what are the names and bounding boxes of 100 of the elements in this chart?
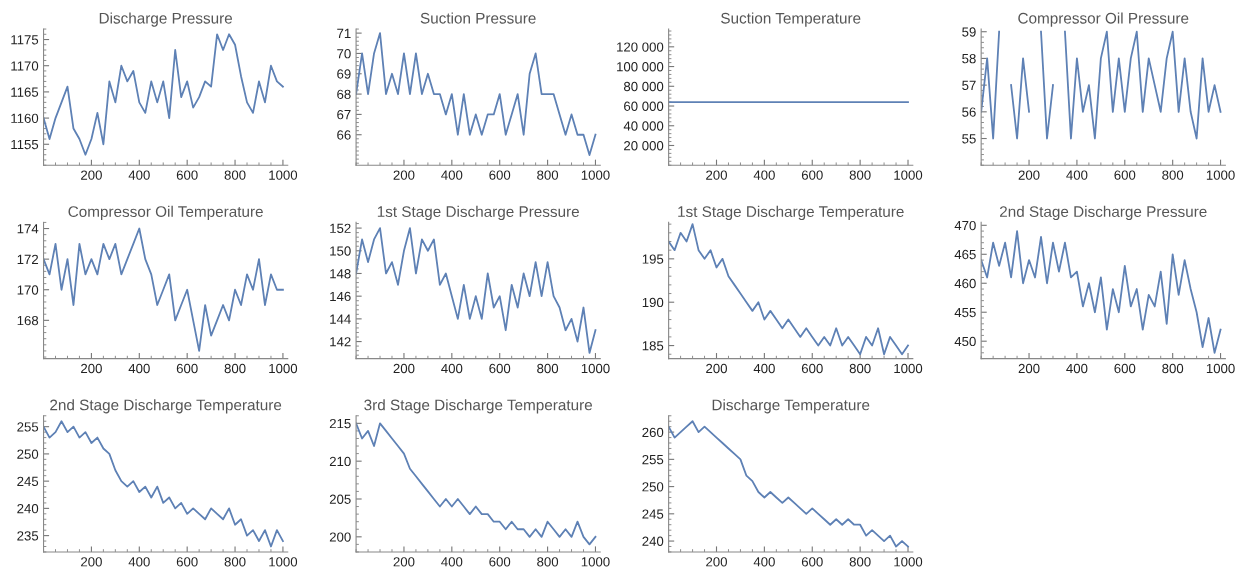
line-series [356, 32, 597, 156]
y-tick-label: 60 000 [624, 101, 664, 111]
y-tick-label: 205 [329, 494, 351, 504]
x-tick-label: 600 [801, 170, 823, 180]
x-tick-label: 200 [81, 557, 102, 567]
x-tick-label: 200 [81, 363, 102, 374]
y-tick-label: 57 [962, 80, 976, 91]
y-tick-label: 71 [337, 28, 351, 38]
y-tick-label: 240 [17, 503, 39, 514]
y-tick-label: 200 [329, 532, 351, 542]
chart-title: Discharge Temperature [712, 399, 870, 414]
line-series [668, 420, 909, 548]
y-tick-label: 240 [642, 536, 664, 546]
chart-title: Discharge Pressure [99, 12, 233, 27]
line-series [43, 227, 284, 352]
y-tick-label: 455 [954, 307, 976, 318]
y-tick-label: 465 [954, 249, 976, 260]
x-tick-label: 800 [1162, 363, 1184, 374]
y-tick-label: 250 [642, 482, 664, 492]
x-tick-label: 800 [849, 170, 871, 180]
x-tick-label: 600 [1114, 363, 1136, 374]
chart-title: Suction Temperature [721, 12, 861, 27]
x-tick-label: 200 [1018, 170, 1040, 180]
y-tick-label: 142 [330, 337, 351, 347]
y-tick-label: 460 [954, 278, 976, 289]
x-tick-label: 600 [801, 363, 823, 374]
x-tick-label: 200 [1018, 363, 1040, 374]
y-tick-label: 58 [962, 53, 976, 64]
x-tick-label: 200 [706, 170, 727, 180]
y-tick-label: 260 [642, 427, 664, 438]
chart-title: 2nd Stage Discharge Temperature [50, 399, 282, 414]
y-tick-label: 195 [642, 254, 664, 264]
y-tick-label: 255 [642, 454, 664, 465]
y-tick-label: 67 [337, 109, 351, 120]
x-tick-label: 600 [489, 170, 511, 180]
x-tick-label: 1000 [581, 363, 610, 374]
y-tick-label: 470 [954, 220, 976, 231]
y-tick-label: 59 [962, 27, 976, 37]
y-tick-label: 55 [962, 134, 976, 144]
x-tick-label: 600 [489, 557, 511, 567]
y-tick-label: 69 [337, 69, 351, 79]
x-tick-label: 1000 [269, 363, 298, 374]
y-tick-label: 70 [337, 49, 351, 59]
x-tick-label: 1000 [894, 170, 923, 180]
x-tick-label: 1000 [269, 557, 298, 567]
x-tick-label: 600 [176, 557, 198, 567]
x-tick-label: 400 [753, 170, 775, 180]
line-series [43, 33, 284, 156]
x-tick-label: 400 [1066, 363, 1088, 374]
y-tick-label: 174 [17, 224, 39, 234]
chart-title: 1st Stage Discharge Pressure [377, 205, 579, 221]
x-tick-label: 800 [849, 363, 871, 374]
chart-title: 2nd Stage Discharge Pressure [1000, 205, 1207, 221]
y-tick-label: 40 000 [623, 121, 664, 131]
y-tick-label: 168 [17, 315, 39, 326]
line-series [356, 227, 597, 354]
x-tick-label: 400 [753, 557, 775, 567]
y-tick-label: 1165 [11, 87, 39, 97]
y-tick-label: 172 [17, 254, 39, 264]
chart-title: Compressor Oil Temperature [68, 205, 263, 221]
x-tick-label: 400 [753, 363, 775, 374]
y-tick-label: 1160 [11, 113, 39, 123]
y-tick-label: 1170 [11, 61, 39, 71]
chart-title: Suction Pressure [420, 12, 536, 24]
y-tick-label: 1155 [11, 139, 39, 150]
y-tick-label: 170 [17, 285, 39, 295]
x-tick-label: 400 [128, 170, 150, 180]
x-tick-label: 1000 [894, 363, 923, 374]
y-tick-label: 450 [954, 336, 976, 347]
x-tick-label: 600 [176, 363, 198, 374]
y-tick-label: 215 [329, 418, 351, 429]
line-series [981, 230, 1222, 354]
x-tick-label: 200 [393, 557, 415, 567]
x-tick-label: 200 [706, 557, 727, 567]
x-tick-label: 600 [176, 170, 198, 180]
x-tick-label: 800 [537, 557, 559, 567]
y-tick-label: 146 [330, 291, 351, 302]
y-tick-label: 148 [330, 269, 351, 279]
chart-title: 1st Stage Discharge Temperature [678, 205, 904, 221]
line-series [43, 420, 284, 548]
x-tick-label: 600 [801, 557, 823, 567]
x-tick-label: 200 [393, 363, 415, 374]
y-tick-label: 68 [337, 89, 351, 99]
x-tick-label: 800 [224, 557, 246, 567]
x-tick-label: 400 [128, 363, 150, 374]
x-tick-label: 800 [1162, 170, 1184, 180]
y-tick-label: 255 [17, 422, 39, 432]
y-tick-label: 185 [642, 341, 664, 351]
line-series [668, 223, 909, 356]
x-tick-label: 400 [1066, 170, 1088, 180]
x-tick-label: 200 [706, 363, 727, 374]
x-tick-label: 800 [224, 363, 246, 374]
x-tick-label: 200 [393, 170, 415, 180]
x-tick-label: 1000 [1206, 363, 1235, 374]
x-tick-label: 800 [224, 170, 246, 180]
x-tick-label: 400 [441, 170, 463, 180]
x-tick-label: 1000 [1206, 170, 1235, 180]
y-tick-label: 80 000 [623, 81, 664, 92]
y-tick-label: 190 [642, 297, 664, 308]
y-tick-label: 56 [962, 107, 976, 117]
